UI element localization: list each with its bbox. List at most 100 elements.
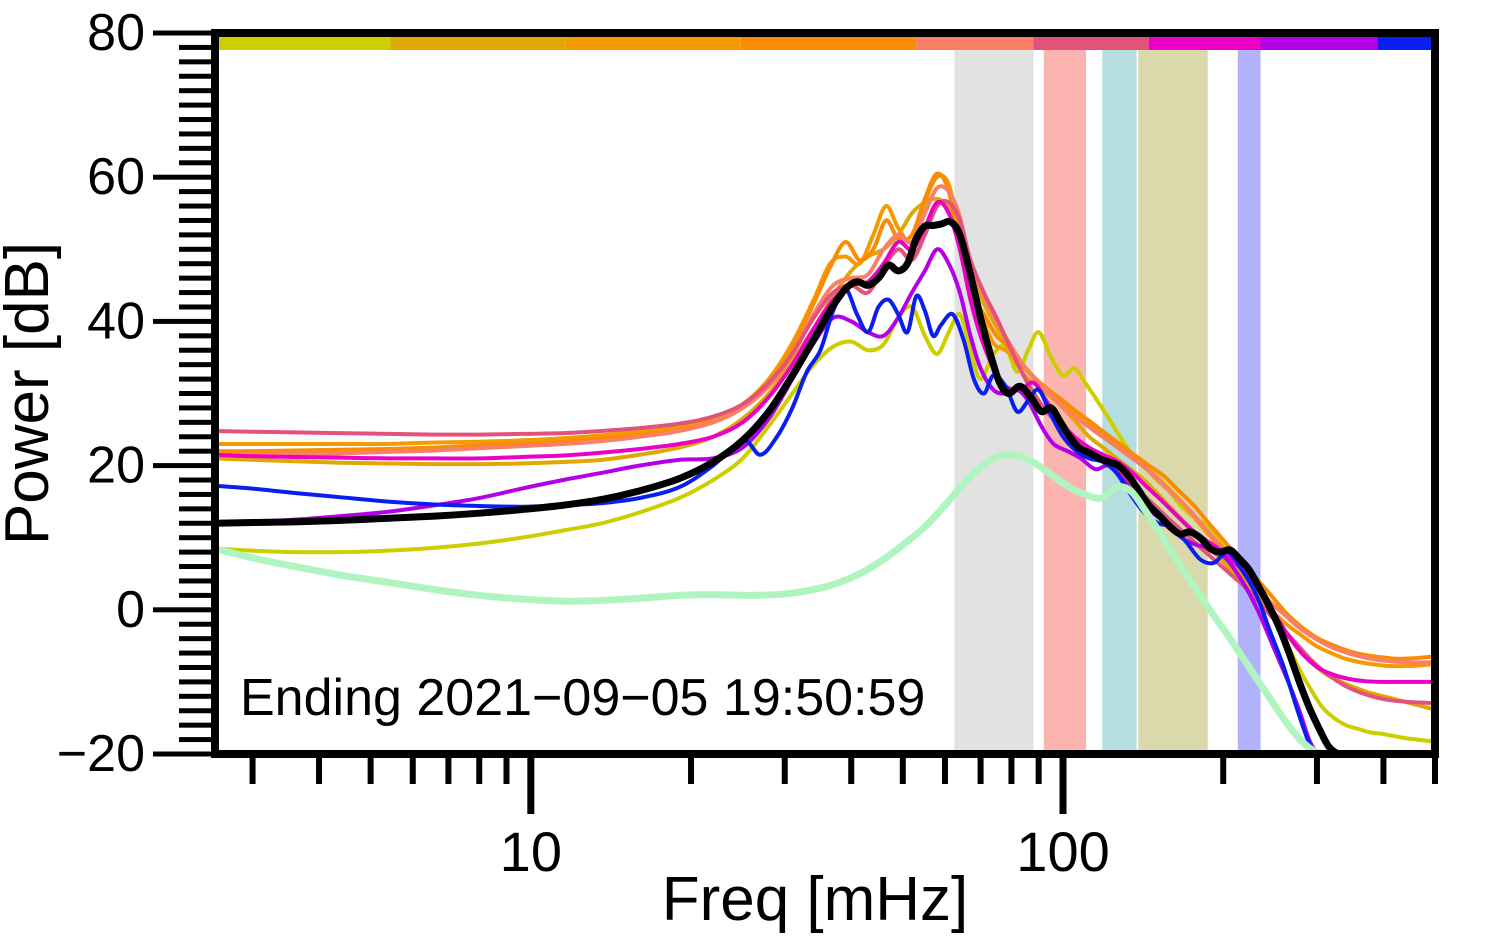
- plot-background: [215, 33, 1435, 754]
- frame-top: [211, 29, 1439, 37]
- x-tick-minor: [367, 758, 374, 784]
- x-tick-label: 100: [1016, 820, 1109, 883]
- y-tick-minor: [179, 419, 211, 425]
- x-tick-minor: [941, 758, 948, 784]
- y-tick-minor: [179, 636, 211, 642]
- y-tick-minor: [179, 664, 211, 670]
- x-tick-minor: [249, 758, 256, 784]
- y-tick-minor: [179, 693, 211, 699]
- y-tick-minor: [179, 434, 211, 440]
- series-spectrum-purple: [215, 247, 1319, 754]
- y-tick-label: 0: [116, 581, 145, 639]
- x-tick-minor: [1313, 758, 1320, 784]
- x-tick-minor: [316, 758, 323, 784]
- colorbar-segment-1: [390, 37, 566, 50]
- y-tick-minor: [179, 506, 211, 512]
- plot-annotation: Ending 2021−09−05 19:50:59: [240, 669, 925, 727]
- x-tick-minor: [409, 758, 416, 784]
- y-tick-label: 60: [87, 148, 145, 206]
- y-tick-label: 80: [87, 4, 145, 62]
- series-spectrum-blue: [215, 286, 1319, 754]
- series-group: [215, 171, 1435, 754]
- y-tick-minor: [179, 232, 211, 238]
- axis-frame: [211, 29, 1439, 758]
- y-tick-minor: [179, 592, 211, 598]
- y-tick-minor: [179, 131, 211, 137]
- y-tick-minor: [179, 491, 211, 497]
- y-tick-minor: [179, 102, 211, 108]
- y-axis-label: Power [dB]: [0, 242, 62, 545]
- colorbar-group: [215, 37, 1435, 50]
- x-tick-label: 10: [500, 820, 562, 883]
- y-tick-minor: [179, 59, 211, 65]
- y-tick-minor: [179, 405, 211, 411]
- x-axis-ticks: [249, 758, 1438, 814]
- y-tick-minor: [179, 679, 211, 685]
- y-tick-minor: [179, 261, 211, 267]
- y-tick-label: 40: [87, 292, 145, 350]
- y-tick-minor: [179, 477, 211, 483]
- x-tick-minor: [476, 758, 483, 784]
- x-tick-minor: [1380, 758, 1387, 784]
- colorbar-segment-0: [215, 37, 391, 50]
- x-tick-minor: [781, 758, 788, 784]
- y-tick-minor: [179, 189, 211, 195]
- colorbar-segment-4: [916, 37, 1034, 50]
- y-tick-minor: [179, 73, 211, 79]
- y-tick-minor: [179, 117, 211, 123]
- x-tick-minor: [1008, 758, 1015, 784]
- series-spectrum-brightorange: [215, 171, 1435, 661]
- y-tick-minor: [179, 362, 211, 368]
- y-tick-minor: [179, 347, 211, 353]
- colorbar-segment-3: [740, 37, 917, 50]
- y-tick-minor: [179, 520, 211, 526]
- y-tick-minor: [179, 578, 211, 584]
- frame-left: [211, 29, 219, 758]
- y-tick-major: [153, 607, 211, 613]
- series-mean-spectrum: [215, 217, 1435, 754]
- y-tick-minor: [179, 376, 211, 382]
- x-tick-minor: [899, 758, 906, 784]
- y-tick-minor: [179, 564, 211, 570]
- y-tick-minor: [179, 535, 211, 541]
- x-tick-minor: [848, 758, 855, 784]
- y-tick-minor: [179, 708, 211, 714]
- y-tick-minor: [179, 290, 211, 296]
- y-tick-minor: [179, 217, 211, 223]
- y-tick-minor: [179, 737, 211, 743]
- x-tick-minor: [1432, 758, 1438, 784]
- y-tick-major: [153, 30, 211, 36]
- colorbar-segment-8: [1377, 37, 1435, 50]
- frame-bottom: [211, 750, 1439, 758]
- x-axis-label: Freq [mHz]: [662, 865, 969, 934]
- x-tick-major: [1059, 758, 1067, 814]
- x-tick-minor: [445, 758, 452, 784]
- y-tick-label: −20: [57, 725, 145, 783]
- y-tick-minor: [179, 650, 211, 656]
- y-tick-label: 20: [87, 437, 145, 495]
- band-teal: [1102, 47, 1137, 754]
- series-spectrum-lightgreen-noise-floor: [215, 451, 1329, 754]
- x-tick-minor: [1035, 758, 1042, 784]
- colorbar-segment-5: [1033, 37, 1149, 50]
- x-tick-major: [527, 758, 535, 814]
- y-tick-minor: [179, 549, 211, 555]
- x-tick-minor: [688, 758, 695, 784]
- shaded-bands-group: [954, 47, 1261, 754]
- y-tick-minor: [179, 44, 211, 50]
- y-tick-minor: [179, 304, 211, 310]
- colorbar-segment-2: [565, 37, 741, 50]
- y-tick-minor: [179, 203, 211, 209]
- band-gray: [954, 47, 1034, 754]
- y-tick-minor: [179, 722, 211, 728]
- y-tick-major: [153, 751, 211, 757]
- y-tick-minor: [179, 275, 211, 281]
- band-khaki: [1138, 47, 1208, 754]
- y-tick-minor: [179, 246, 211, 252]
- frame-right: [1431, 29, 1439, 758]
- y-tick-major: [153, 463, 211, 469]
- y-tick-minor: [179, 448, 211, 454]
- y-tick-minor: [179, 391, 211, 396]
